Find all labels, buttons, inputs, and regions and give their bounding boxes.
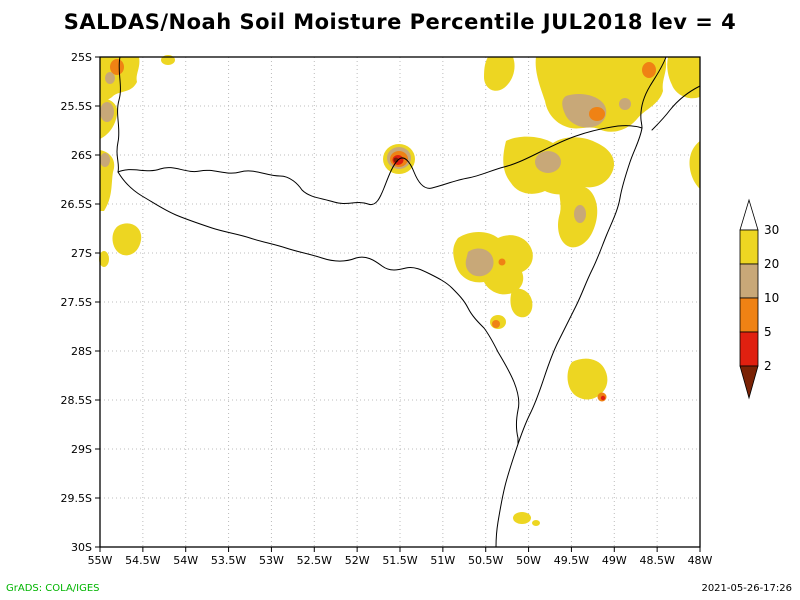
- coastline: [495, 56, 667, 548]
- colorbar: 30 20 10 5 2: [739, 198, 779, 400]
- x-tick-label: 52.5W: [297, 554, 332, 567]
- figure-title: SALDAS/Noah Soil Moisture Percentile JUL…: [63, 10, 737, 34]
- shaded-region-orange: [110, 59, 124, 75]
- shaded-region-orange: [589, 107, 605, 121]
- x-tick-label: 52W: [345, 554, 370, 567]
- northern-state-border: [117, 125, 643, 206]
- plot-timestamp: 2021-05-26-17:26: [701, 583, 792, 594]
- x-tick-label: 50W: [516, 554, 541, 567]
- y-tick-label: 30S: [71, 541, 92, 554]
- shaded-region-tan: [105, 72, 115, 84]
- shaded-region-orange: [642, 62, 656, 78]
- shaded-percentile-layer: [99, 55, 700, 526]
- y-tick-label: 27S: [71, 247, 92, 260]
- x-tick-label: 51W: [430, 554, 455, 567]
- shaded-region-orange: [498, 258, 506, 266]
- shaded-region-tan: [574, 205, 586, 223]
- southern-state-border: [117, 171, 520, 445]
- shaded-region-yellow: [99, 251, 109, 267]
- boundary-layer: [116, 56, 701, 548]
- shaded-region-yellow: [532, 520, 540, 526]
- grads-credit: GrADS: COLA/IGES: [6, 583, 100, 594]
- colorbar-labels: 30 20 10 5 2: [764, 223, 779, 373]
- shaded-region-tan: [535, 151, 561, 173]
- shaded-region-yellow: [484, 57, 515, 91]
- shaded-region-yellow: [510, 288, 533, 318]
- x-tick-label: 49.5W: [554, 554, 589, 567]
- x-tick-label: 55W: [88, 554, 113, 567]
- colorbar-segment-orange: [739, 297, 759, 333]
- shaded-region-tan: [619, 98, 631, 110]
- y-tick-label: 29.5S: [61, 492, 92, 505]
- colorbar-segment-red: [739, 331, 759, 367]
- axis-ticks: [95, 56, 701, 552]
- x-tick-label: 53.5W: [211, 554, 246, 567]
- x-tick-label: 50.5W: [468, 554, 503, 567]
- shaded-region-yellow: [567, 358, 608, 400]
- y-tick-label: 26S: [71, 149, 92, 162]
- shaded-region-orange: [492, 320, 500, 328]
- y-tick-label: 28S: [71, 345, 92, 358]
- shaded-region-red: [600, 395, 606, 401]
- y-tick-label: 28.5S: [61, 394, 92, 407]
- colorbar-arrow-bottom: [739, 365, 759, 400]
- shaded-region-yellow: [112, 223, 142, 256]
- colorbar-tick-label: 5: [764, 325, 772, 339]
- colorbar-tick-label: 30: [764, 223, 779, 237]
- x-tick-label: 51.5W: [382, 554, 417, 567]
- shaded-region-tan: [465, 248, 494, 277]
- colorbar-tick-label: 20: [764, 257, 779, 271]
- colorbar-segment-yellow: [739, 229, 759, 265]
- y-tick-label: 25S: [71, 51, 92, 64]
- colorbar-tick-label: 10: [764, 291, 779, 305]
- coastline-bay: [651, 85, 701, 131]
- shaded-region-tan: [100, 102, 114, 122]
- shaded-region-tan: [100, 153, 110, 167]
- y-tick-label: 29S: [71, 443, 92, 456]
- x-tick-label: 53W: [259, 554, 284, 567]
- western-border: [116, 56, 121, 173]
- x-tick-label: 48.5W: [639, 554, 674, 567]
- y-tick-label: 27.5S: [61, 296, 92, 309]
- x-tick-label: 48W: [688, 554, 713, 567]
- colorbar-arrow-top: [739, 198, 759, 231]
- x-tick-label: 49W: [602, 554, 627, 567]
- x-tick-label: 54.5W: [125, 554, 160, 567]
- shaded-region-yellow: [667, 57, 700, 99]
- y-tick-label: 26.5S: [61, 198, 92, 211]
- x-tick-label: 54W: [173, 554, 198, 567]
- shaded-region-yellow: [689, 141, 700, 189]
- shaded-region-yellow: [513, 512, 531, 524]
- y-tick-label: 25.5S: [61, 100, 92, 113]
- axis-labels: 55W 54.5W 54W 53.5W 53W 52.5W 52W 51.5W 51W 50.5W…: [61, 51, 713, 567]
- colorbar-segment-tan: [739, 263, 759, 299]
- colorbar-tick-label: 2: [764, 359, 772, 373]
